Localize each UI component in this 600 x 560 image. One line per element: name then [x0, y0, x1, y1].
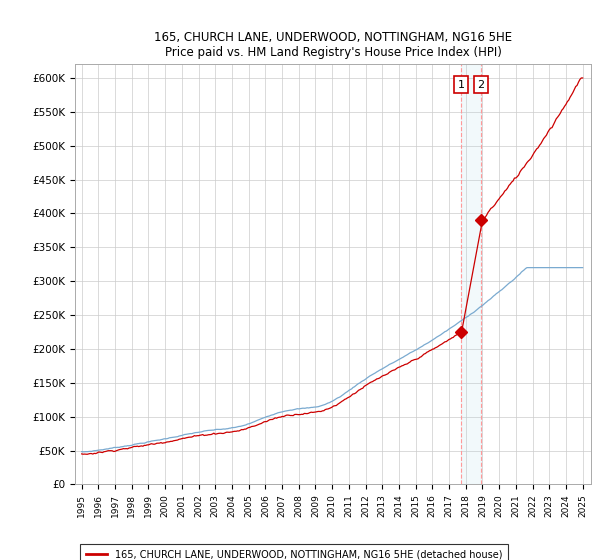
Text: 2: 2: [478, 80, 485, 90]
Title: 165, CHURCH LANE, UNDERWOOD, NOTTINGHAM, NG16 5HE
Price paid vs. HM Land Registr: 165, CHURCH LANE, UNDERWOOD, NOTTINGHAM,…: [154, 31, 512, 59]
Bar: [461, 64, 481, 484]
Legend: 165, CHURCH LANE, UNDERWOOD, NOTTINGHAM, NG16 5HE (detached house), HPI: Average: 165, CHURCH LANE, UNDERWOOD, NOTTINGHAM,…: [80, 544, 508, 560]
Text: 1: 1: [458, 80, 464, 90]
